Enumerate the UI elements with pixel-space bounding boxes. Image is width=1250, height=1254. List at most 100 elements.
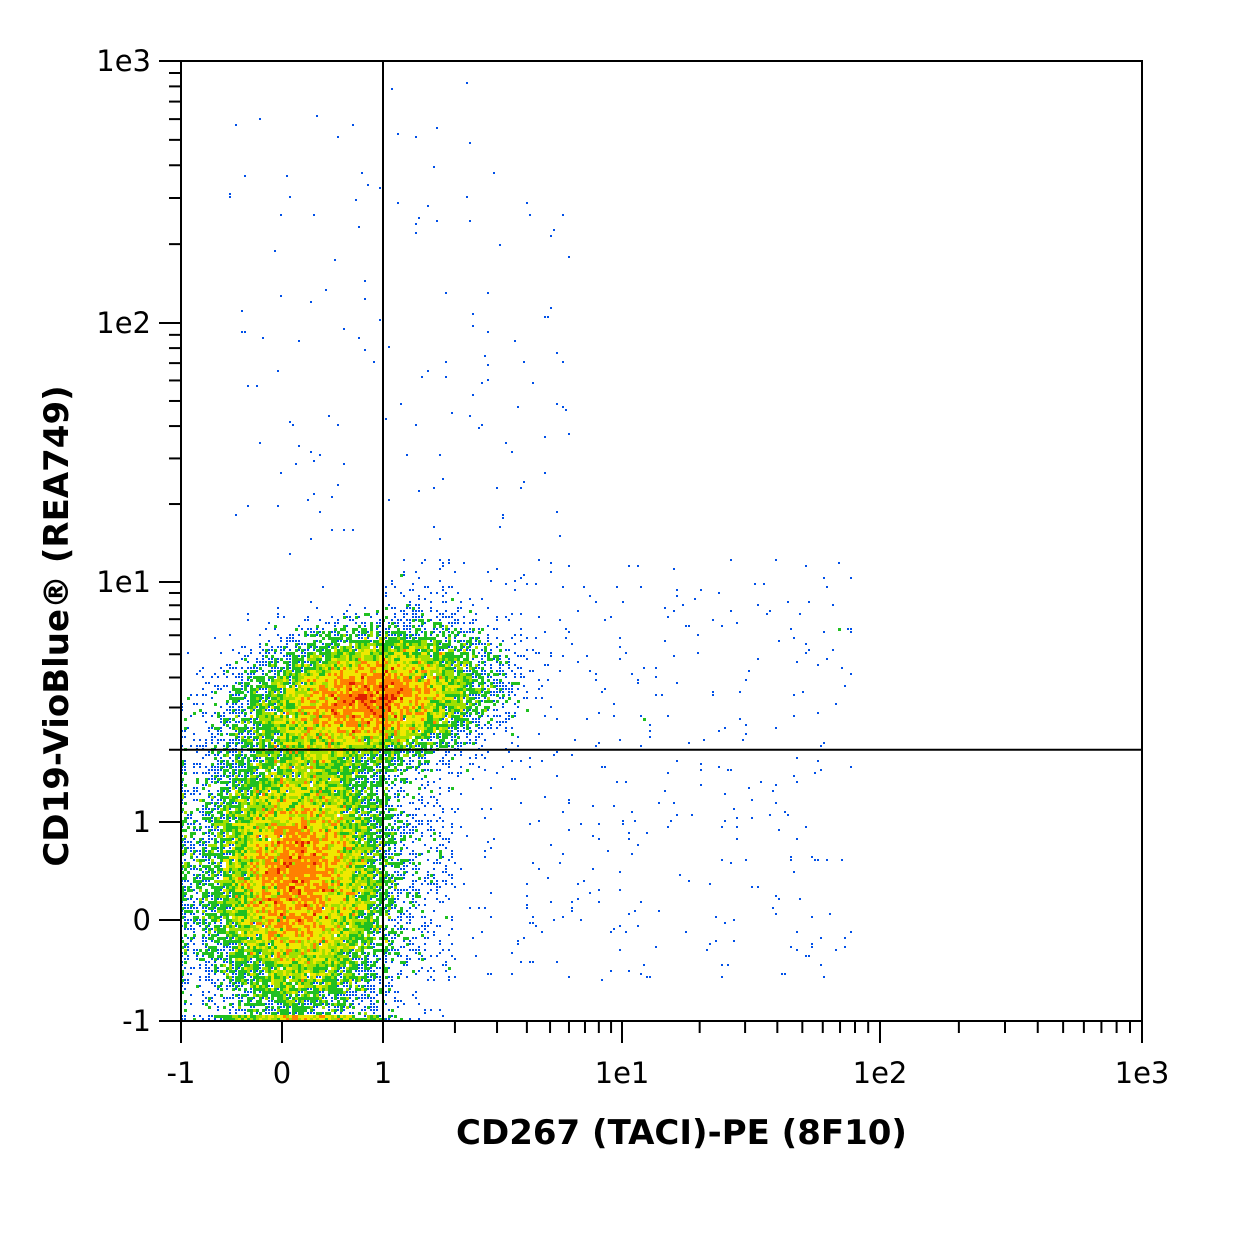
event-dot: [463, 709, 465, 711]
event-dot: [412, 688, 415, 691]
event-dot: [445, 703, 448, 706]
event-dot: [241, 703, 243, 705]
event-dot: [421, 649, 424, 652]
event-dot: [235, 775, 238, 778]
event-dot: [409, 649, 412, 652]
event-dot: [262, 739, 265, 742]
event-dot: [319, 631, 321, 633]
event-dot: [373, 760, 376, 763]
event-dot: [337, 778, 340, 781]
event-dot: [487, 697, 490, 700]
event-dot: [370, 733, 373, 736]
event-dot: [244, 655, 246, 657]
event-dot: [388, 652, 391, 655]
event-dot: [502, 517, 504, 519]
event-dot: [421, 739, 423, 741]
event-dot: [280, 709, 283, 712]
event-dot: [436, 676, 439, 679]
event-dot: [343, 658, 346, 661]
event-dot: [724, 793, 726, 795]
event-dot: [370, 643, 373, 646]
event-dot: [412, 760, 414, 762]
event-dot: [355, 757, 358, 760]
event-dot: [418, 676, 421, 679]
event-dot: [472, 628, 475, 631]
event-dot: [538, 688, 540, 690]
event-dot: [259, 775, 261, 777]
event-dot: [220, 793, 223, 796]
event-dot: [355, 706, 358, 709]
event-dot: [730, 559, 732, 561]
event-dot: [403, 736, 406, 739]
event-dot: [259, 796, 262, 799]
event-dot: [352, 778, 355, 781]
event-dot: [388, 688, 391, 691]
event-dot: [271, 778, 274, 781]
event-dot: [310, 538, 312, 540]
event-dot: [184, 736, 186, 738]
event-dot: [412, 706, 415, 709]
event-dot: [223, 769, 226, 772]
event-dot: [562, 586, 564, 588]
event-dot: [511, 688, 513, 690]
event-dot: [409, 631, 411, 633]
event-dot: [388, 736, 391, 739]
event-dot: [307, 775, 310, 778]
event-dot: [388, 628, 390, 630]
event-dot: [232, 649, 234, 651]
event-dot: [232, 772, 235, 775]
event-dot: [301, 790, 304, 793]
event-dot: [286, 655, 288, 657]
event-dot: [403, 682, 406, 685]
event-dot: [310, 694, 313, 697]
event-dot: [238, 796, 240, 798]
event-dot: [277, 646, 279, 648]
event-dot: [199, 799, 202, 802]
event-dot: [355, 688, 358, 691]
event-dot: [340, 781, 342, 783]
event-dot: [343, 661, 346, 664]
event-dot: [352, 661, 355, 664]
event-dot: [409, 766, 412, 769]
event-dot: [409, 589, 411, 591]
event-dot: [343, 628, 346, 631]
event-dot: [430, 730, 433, 733]
event-dot: [406, 676, 409, 679]
event-dot: [370, 745, 373, 748]
event-dot: [478, 703, 481, 706]
event-dot: [478, 667, 480, 669]
event-dot: [352, 721, 355, 724]
event-dot: [379, 643, 382, 646]
event-dot: [460, 793, 462, 795]
event-dot: [247, 661, 249, 663]
event-dot: [448, 703, 451, 706]
event-dot: [262, 775, 265, 778]
event-dot: [814, 772, 816, 774]
event-dot: [256, 658, 258, 660]
event-dot: [364, 745, 367, 748]
event-dot: [274, 787, 277, 790]
event-dot: [445, 670, 448, 673]
event-dot: [199, 745, 201, 747]
event-dot: [487, 727, 489, 729]
event-dot: [391, 649, 394, 652]
event-dot: [502, 664, 504, 666]
event-dot: [322, 649, 324, 651]
event-dot: [391, 697, 394, 700]
event-dot: [310, 667, 313, 670]
event-dot: [331, 775, 334, 778]
event-dot: [295, 721, 298, 724]
event-dot: [277, 616, 279, 618]
event-dot: [460, 652, 463, 655]
event-dot: [337, 670, 340, 673]
event-dot: [793, 637, 795, 639]
event-dot: [289, 796, 292, 799]
event-dot: [385, 628, 387, 630]
event-dot: [442, 718, 444, 720]
event-dot: [283, 688, 286, 691]
event-dot: [373, 685, 376, 688]
event-dot: [337, 763, 340, 766]
event-dot: [340, 661, 343, 664]
event-dot: [358, 760, 361, 763]
event-dot: [268, 691, 271, 694]
